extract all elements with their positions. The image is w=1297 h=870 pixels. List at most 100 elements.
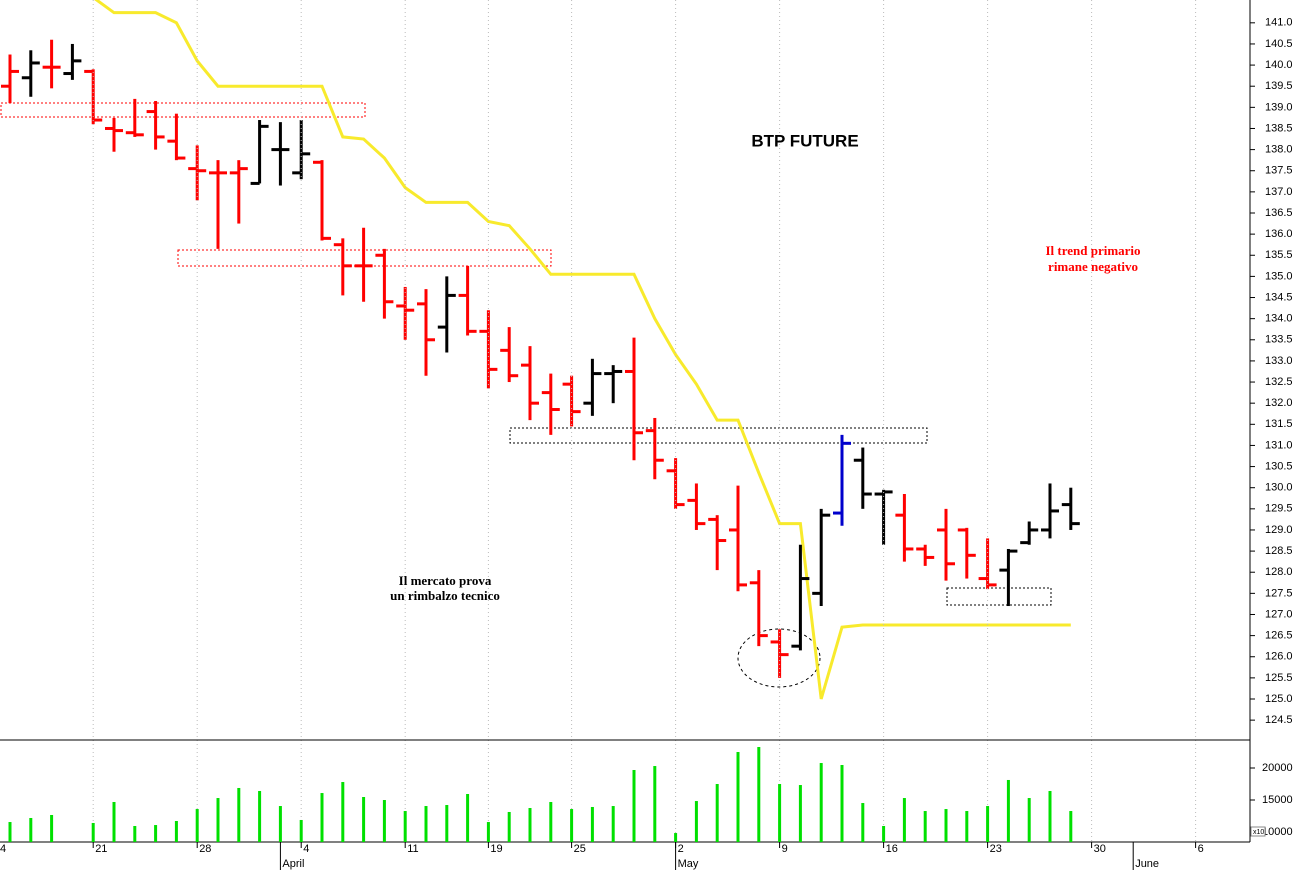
y-tick-label: 124.5 — [1265, 714, 1293, 726]
y-tick-label: 126.0 — [1265, 651, 1293, 663]
y-tick-label: 136.5 — [1265, 207, 1293, 219]
chart-title: BTP FUTURE — [751, 131, 858, 150]
volume-bar — [736, 752, 740, 842]
volume-bar — [923, 811, 927, 842]
annotation: rimane negativo — [1048, 259, 1138, 274]
highlight-ellipse — [737, 628, 821, 688]
volume-bar — [237, 787, 241, 842]
volume-bar — [507, 811, 511, 842]
volume-bar — [174, 821, 178, 842]
volume-bar — [861, 803, 865, 842]
volume-bar — [840, 765, 844, 842]
volume-bar — [91, 822, 95, 842]
y-tick-label: 133.0 — [1265, 355, 1293, 367]
y-tick-label: 140.0 — [1265, 59, 1293, 71]
y-tick-label: 136.0 — [1265, 228, 1293, 240]
y-tick-label: 128.0 — [1265, 566, 1293, 578]
x-tick-label: 6 — [1198, 843, 1204, 855]
y-tick-label: 127.5 — [1265, 587, 1293, 599]
volume-bar — [320, 793, 324, 842]
volume-bar — [778, 784, 782, 842]
volume-bar — [466, 793, 470, 842]
volume-bar — [965, 811, 969, 842]
y-tick-label: 131.0 — [1265, 439, 1293, 451]
y-tick-label: 130.5 — [1265, 460, 1293, 472]
y-tick-label: 131.5 — [1265, 418, 1293, 430]
volume-bar — [362, 797, 366, 842]
y-tick-label: 15000 — [1262, 794, 1293, 806]
y-tick-label: 126.5 — [1265, 630, 1293, 642]
volume-bar — [1069, 811, 1073, 842]
volume-bar — [757, 747, 761, 842]
volume-bar — [29, 817, 33, 842]
y-tick-label: 138.0 — [1265, 144, 1293, 156]
x-tick-label: 28 — [199, 843, 211, 855]
volume-bar — [570, 809, 574, 842]
volume-bar — [486, 822, 490, 842]
trend-line — [94, 0, 1071, 700]
volume-bar — [424, 806, 428, 842]
price-pane — [0, 0, 1080, 700]
volume-bar — [882, 825, 886, 842]
annotation: un rimbalzo tecnico — [390, 588, 500, 603]
y-tick-label: 137.5 — [1265, 165, 1293, 177]
volume-bar — [986, 806, 990, 842]
y-tick-label: 134.0 — [1265, 313, 1293, 325]
y-tick-label: 125.5 — [1265, 672, 1293, 684]
y-tick-label: 130.0 — [1265, 482, 1293, 494]
annotation: Il mercato prova — [399, 573, 492, 588]
volume-bar — [902, 798, 906, 842]
volume-bar — [549, 801, 553, 842]
volume-bar — [1027, 798, 1031, 842]
support-box — [0, 102, 366, 118]
volume-bar — [299, 819, 303, 842]
x-tick-label: 30 — [1094, 843, 1106, 855]
volume-bar — [694, 801, 698, 842]
volume-bar — [382, 800, 386, 842]
volume-bar — [216, 798, 220, 842]
volume-bar — [944, 809, 948, 842]
y-tick-label: 139.5 — [1265, 80, 1293, 92]
volume-bar — [1006, 779, 1010, 842]
volume-bar — [133, 825, 137, 842]
multiplier-label: x10 — [1253, 829, 1264, 836]
volume-bar — [611, 806, 615, 842]
y-tick-label: 125.0 — [1265, 693, 1293, 705]
y-tick-label: 140.5 — [1265, 38, 1293, 50]
y-tick-label: 10000 — [1262, 826, 1293, 838]
x-tick-label: 19 — [490, 843, 502, 855]
y-tick-label: 138.5 — [1265, 122, 1293, 134]
y-tick-label: 132.5 — [1265, 376, 1293, 388]
multiplier-box — [1250, 826, 1266, 837]
volume-bar — [653, 766, 657, 842]
y-tick-label: 135.0 — [1265, 270, 1293, 282]
volume-bar — [258, 790, 262, 842]
x-tick-label: 25 — [574, 843, 586, 855]
volume-bar — [278, 806, 282, 842]
volume-bar — [798, 785, 802, 842]
volume-bar — [445, 805, 449, 842]
volume-bar — [8, 822, 12, 842]
volume-bar — [112, 801, 116, 842]
volume-bar — [715, 784, 719, 842]
volume-bar — [819, 763, 823, 842]
volume-bar — [195, 809, 199, 842]
volume-bar — [341, 782, 345, 842]
x-tick-label: 11 — [407, 843, 418, 855]
y-tick-label: 127.0 — [1265, 608, 1293, 620]
resistance-box — [509, 427, 928, 444]
x-tick-label: 23 — [990, 843, 1002, 855]
x-tick-label: 4 — [0, 843, 6, 855]
y-tick-label: 129.5 — [1265, 503, 1293, 515]
x-tick-label: 2 — [678, 843, 684, 855]
y-tick-label: 20000 — [1262, 762, 1293, 774]
month-label: April — [282, 858, 304, 870]
y-tick-label: 137.0 — [1265, 186, 1293, 198]
y-tick-label: 139.0 — [1265, 101, 1293, 113]
volume-bar — [632, 769, 636, 842]
volume-bar — [528, 808, 532, 842]
y-tick-label: 132.0 — [1265, 397, 1293, 409]
x-tick-label: 21 — [95, 843, 107, 855]
